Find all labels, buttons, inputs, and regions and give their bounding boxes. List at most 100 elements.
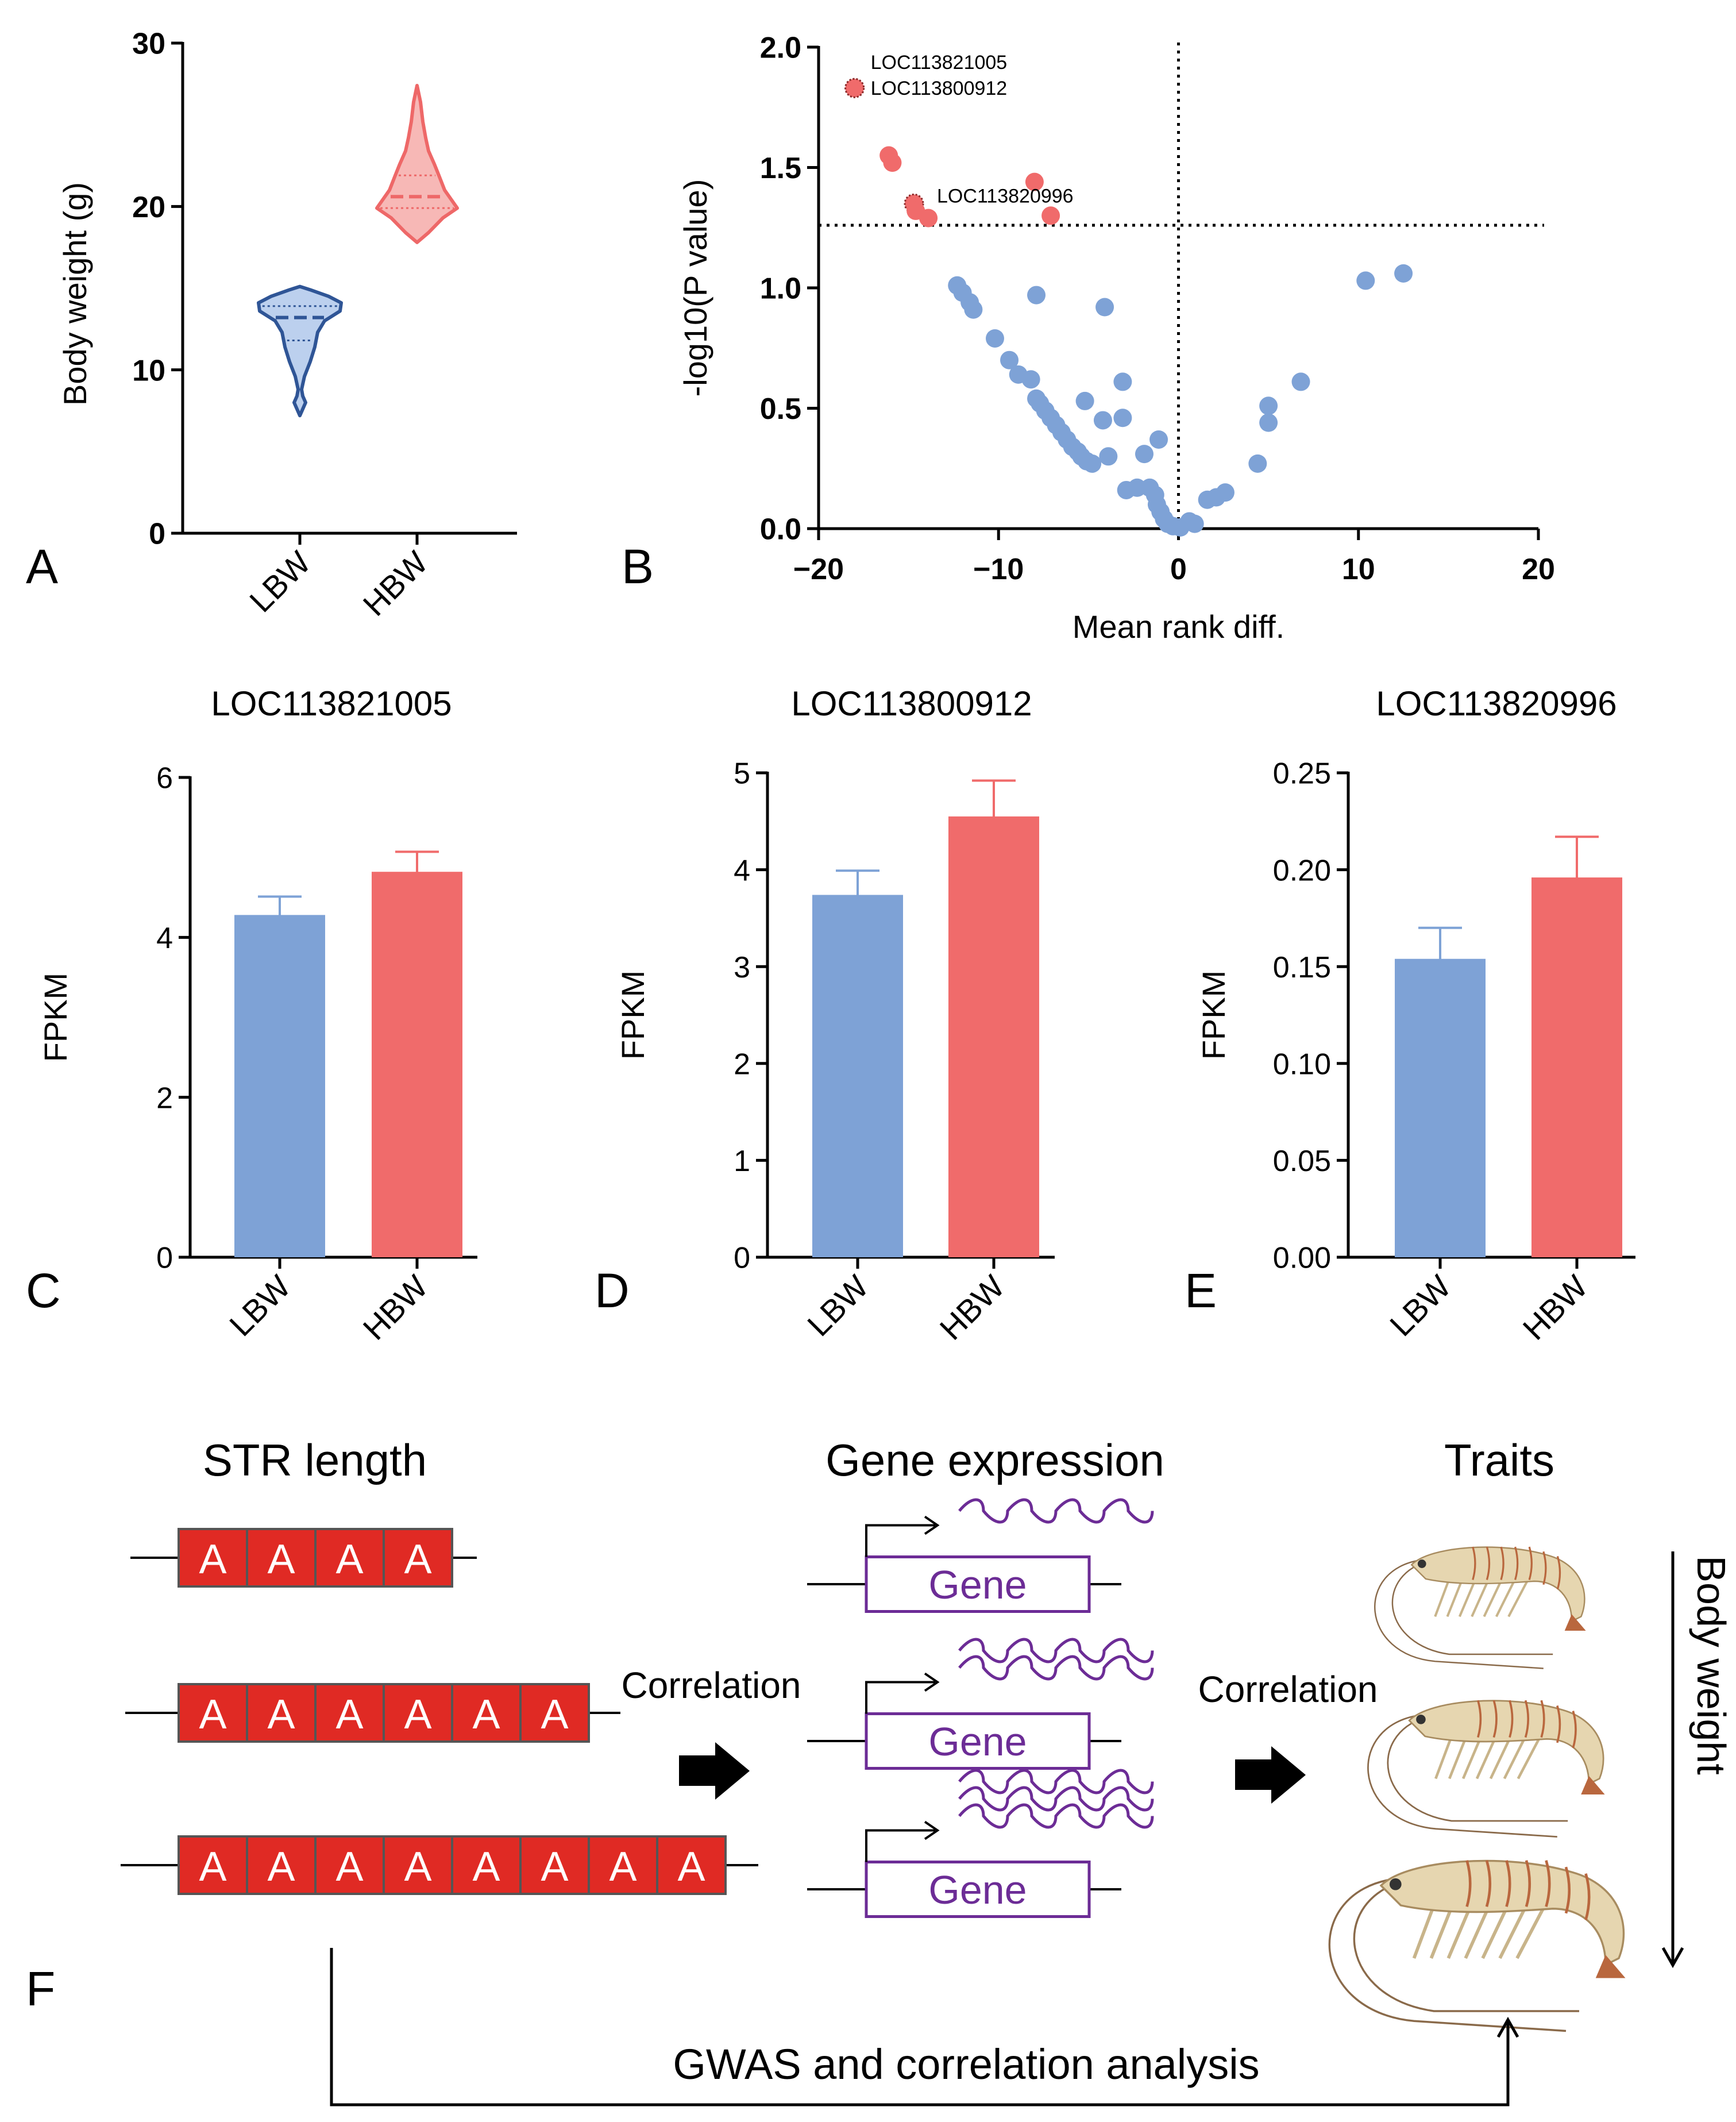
panel-e-bar-chart: LOC113820996 0.00 0.05 0.10 0.15 0.20 0.25 FPKM…: [1195, 684, 1635, 1347]
panel-a-violin-chart: 0 10 20 30 Body weight (g) LBW HBW: [57, 28, 517, 623]
panel-label-c: C: [26, 1264, 61, 1318]
data-point: [1135, 445, 1154, 464]
y-tick-label: 2: [734, 1048, 750, 1081]
y-tick-label: 3: [734, 951, 750, 984]
violin-hbw: [375, 83, 459, 244]
shrimp-body: [1379, 1859, 1625, 1967]
shrimp-antenna: [1374, 1559, 1544, 1669]
data-point: [1027, 286, 1046, 305]
shrimp-segment-stripe: [1505, 1860, 1511, 1907]
gene-expression-heading: Gene expression: [825, 1435, 1164, 1485]
shrimp-segment-stripe: [1572, 1711, 1577, 1749]
promoter-arrowhead: [924, 1515, 940, 1535]
x-tick-label: −20: [793, 553, 844, 586]
data-point: [1000, 351, 1019, 369]
shrimp-segment-stripe: [1500, 1546, 1504, 1580]
x-tick-label: 0: [1170, 553, 1187, 586]
gwas-connector: [330, 1948, 1510, 2106]
shrimp-segment-stripe: [1485, 1860, 1492, 1907]
shrimp-segment-stripe: [1556, 1705, 1561, 1743]
str-repeat-letter: A: [267, 1536, 295, 1582]
str-repeat-unit: [178, 1528, 248, 1588]
x-tick-label: LBW: [1383, 1268, 1457, 1343]
data-point: [1356, 271, 1375, 290]
y-tick-label: 0: [149, 518, 165, 551]
gwas-label: GWAS and correlation analysis: [673, 2040, 1259, 2088]
str-repeat-unit: [246, 1528, 317, 1588]
y-tick-label: 0.00: [1273, 1242, 1331, 1275]
body-weight-label: Body weight: [1689, 1555, 1734, 1774]
str-repeat-letter: A: [199, 1692, 226, 1738]
shrimp-leg: [1489, 1735, 1512, 1780]
shrimp-eye: [1389, 1878, 1402, 1890]
y-axis-title: -log10(P value): [677, 179, 713, 397]
str-repeat-letter: A: [199, 1536, 226, 1582]
shrimp-segment-stripe: [1584, 1873, 1591, 1920]
str-repeat-unit: [451, 1835, 522, 1895]
shrimp-segment-stripe: [1545, 1860, 1551, 1907]
shrimp-leg: [1507, 1578, 1530, 1618]
gene-label: Gene: [928, 1719, 1027, 1764]
shrimp-icon: [1374, 1546, 1586, 1669]
x-tick-label: 20: [1522, 553, 1555, 586]
panel-label-e: E: [1185, 1264, 1217, 1318]
data-point: [1075, 391, 1094, 410]
bar-lbw: [234, 915, 325, 1257]
shrimp-leg: [1434, 1735, 1453, 1780]
str-repeat-letter: A: [335, 1536, 363, 1582]
str-repeat-letter: A: [541, 1844, 568, 1890]
str-repeat-unit: [383, 1683, 453, 1743]
y-axis-title: FPKM: [1195, 971, 1232, 1060]
mrna-transcript-wave: [958, 1786, 1154, 1812]
traits-heading: Traits: [1444, 1435, 1554, 1485]
str-repeat-unit: [656, 1835, 727, 1895]
promoter-arrow: [865, 1681, 935, 1714]
bar-hbw: [948, 816, 1039, 1257]
str-repeat-letter: A: [609, 1844, 636, 1890]
bar-hbw: [372, 872, 462, 1257]
shrimp-leg: [1461, 1735, 1483, 1780]
shrimp-segment-stripe: [1525, 1860, 1531, 1907]
data-point: [1216, 483, 1235, 502]
panel-label-d: D: [595, 1264, 630, 1318]
y-tick-label: 2: [156, 1081, 173, 1115]
gene-box: [865, 1712, 1091, 1770]
data-point: [1259, 413, 1278, 432]
shrimp-leg: [1471, 1578, 1490, 1618]
str-repeat-unit: [314, 1835, 385, 1895]
chart-title: LOC113800912: [791, 684, 1032, 723]
shrimp-leg: [1446, 1904, 1473, 1959]
y-tick-label: 0.10: [1273, 1048, 1331, 1081]
shrimp-segment-stripe: [1524, 1700, 1529, 1738]
str-repeat-letter: A: [267, 1692, 295, 1738]
mrna-transcript-wave: [958, 1655, 1154, 1681]
y-tick-label: 4: [734, 854, 750, 887]
shrimp-leg: [1483, 1578, 1503, 1618]
shrimp-antenna: [1353, 1880, 1579, 2012]
shrimp-leg: [1503, 1735, 1527, 1780]
shrimp-icon: [1367, 1700, 1605, 1838]
shrimp-segment-stripe: [1477, 1700, 1482, 1738]
shrimp-antenna: [1391, 1561, 1553, 1655]
shrimp-antenna: [1328, 1878, 1567, 2032]
x-tick-label: HBW: [356, 544, 435, 623]
shrimp-body: [1410, 1546, 1585, 1623]
y-tick-label: 0: [156, 1242, 173, 1275]
x-tick-label: HBW: [1516, 1268, 1595, 1347]
significant-data-point: [1025, 172, 1044, 191]
correlation-arrow-1: [679, 1742, 750, 1800]
data-point: [1394, 264, 1413, 283]
str-repeat-letter: A: [404, 1692, 431, 1738]
y-tick-label: 0.5: [760, 392, 801, 426]
str-repeat-letter: A: [677, 1844, 705, 1890]
shrimp-eye: [1417, 1559, 1426, 1568]
correlation-label-1: Correlation: [621, 1665, 801, 1706]
shrimp-leg: [1464, 1904, 1491, 1959]
str-repeat-letter: A: [404, 1844, 431, 1890]
mrna-transcript-wave: [958, 1769, 1154, 1794]
y-tick-label: 0: [734, 1242, 750, 1275]
str-repeat-unit: [519, 1683, 590, 1743]
panel-label-f: F: [26, 1962, 55, 2016]
data-point: [1093, 411, 1112, 430]
data-point: [1113, 372, 1132, 391]
